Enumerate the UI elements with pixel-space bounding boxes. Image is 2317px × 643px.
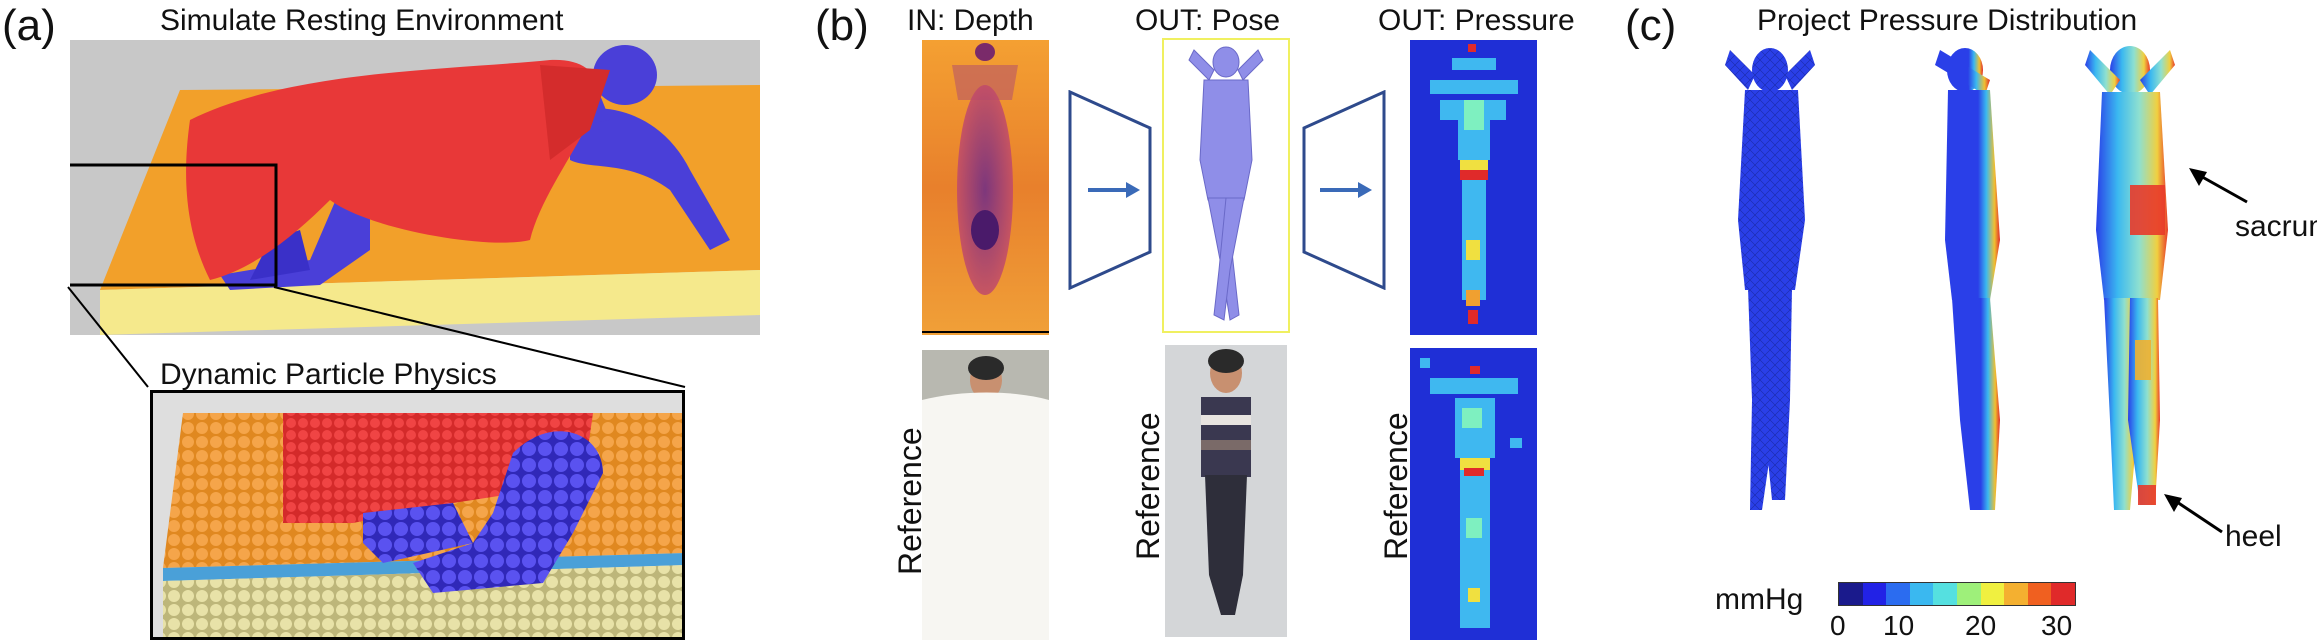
pressure-network-block	[1302, 90, 1386, 290]
colorbar-swatch-2	[1886, 583, 1910, 605]
panel-c-label: (c)	[1625, 1, 1677, 50]
pose-output-image	[1162, 38, 1290, 333]
colorbar-tick-20: 20	[1965, 610, 1997, 641]
colorbar-unit-label: mmHg	[1715, 583, 1804, 616]
colorbar-swatch-8	[2027, 583, 2052, 605]
simulation-render	[70, 40, 760, 335]
colorbar-tick-30: 30	[2041, 610, 2073, 641]
panel-a-label: (a)	[2, 1, 56, 50]
reference-pressure-image	[1410, 348, 1537, 640]
column-header-depth: IN: Depth	[907, 4, 1034, 37]
column-header-pressure: OUT: Pressure	[1378, 4, 1575, 37]
pose-network-block	[1068, 90, 1152, 290]
colorbar-swatch-0	[1839, 583, 1863, 605]
panel-b-label: (b)	[815, 1, 869, 50]
column-header-pose: OUT: Pose	[1135, 4, 1281, 37]
reference-label-depth: Reference	[892, 427, 928, 575]
particle-physics-inset	[150, 390, 685, 640]
pressure-output-image	[1410, 40, 1537, 335]
colorbar-swatch-5	[1956, 583, 1981, 605]
panel-c-title: Project Pressure Distribution	[1757, 4, 2138, 37]
colorbar-swatch-6	[1980, 583, 2005, 605]
colorbar-tick-0: 0	[1830, 610, 1846, 641]
colorbar-swatch-1	[1862, 583, 1887, 605]
reference-label-pose: Reference	[1130, 412, 1166, 560]
colorbar-swatch-4	[1933, 583, 1957, 605]
depth-image	[922, 40, 1049, 335]
heel-label: heel	[2225, 520, 2282, 553]
heel-arrow	[2160, 490, 2230, 540]
colorbar-swatch-3	[1909, 583, 1934, 605]
panel-a-title: Simulate Resting Environment	[160, 4, 564, 37]
colorbar	[1838, 582, 2076, 606]
reference-label-pressure: Reference	[1378, 412, 1414, 560]
inset-title: Dynamic Particle Physics	[160, 358, 497, 391]
colorbar-tick-10: 10	[1883, 610, 1915, 641]
sacrum-label: sacrum	[2235, 210, 2317, 243]
reference-photo-pose	[1165, 345, 1287, 637]
reference-photo-depth	[922, 350, 1049, 640]
inset-connector-lines	[60, 280, 780, 390]
pressure-mesh-figures	[1690, 40, 2290, 560]
sacrum-arrow	[2185, 160, 2255, 210]
colorbar-swatch-7	[2004, 583, 2028, 605]
colorbar-swatch-9	[2051, 583, 2075, 605]
